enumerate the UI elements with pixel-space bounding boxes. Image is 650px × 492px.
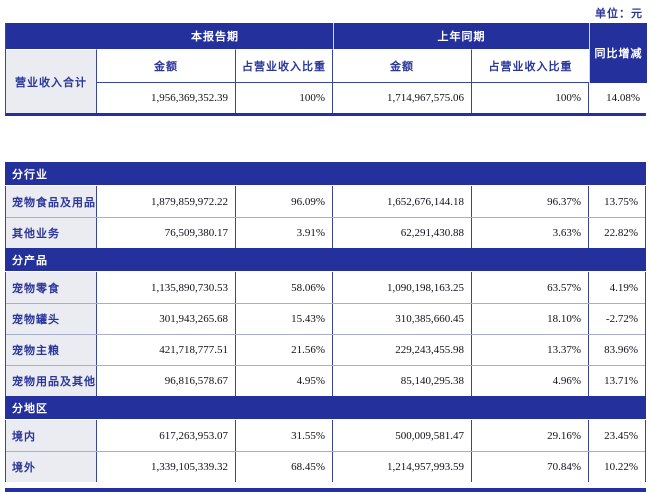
row-label: 宠物主粮: [6, 335, 97, 365]
yoy-cell: 23.45%: [589, 420, 645, 451]
header-yoy-change: 同比增减: [589, 23, 647, 83]
total-prior-share: 100%: [472, 83, 589, 113]
prior-amount-cell: 310,385,660.45: [333, 304, 472, 334]
current-amount-cell: 301,943,265.68: [97, 304, 236, 334]
prior-amount-cell: 229,243,455.98: [333, 335, 472, 365]
total-prior-amount: 1,714,967,575.06: [333, 83, 472, 113]
total-current-amount: 1,956,369,352.39: [97, 83, 236, 113]
yoy-cell: 4.19%: [589, 272, 645, 303]
current-share-cell: 68.45%: [236, 452, 333, 482]
current-amount-cell: 1,339,105,339.32: [97, 452, 236, 482]
row-label: 宠物罐头: [6, 304, 97, 334]
yoy-cell: 83.96%: [589, 335, 645, 365]
prior-amount-cell: 1,652,676,144.18: [333, 186, 472, 217]
current-share-cell: 31.55%: [236, 420, 333, 451]
header-current-period: 本报告期: [97, 23, 333, 49]
current-share-cell: 58.06%: [236, 272, 333, 303]
current-share-cell: 3.91%: [236, 218, 333, 248]
total-current-share: 100%: [236, 83, 333, 113]
section-header-region: 分地区: [5, 396, 646, 420]
prior-share-cell: 63.57%: [472, 272, 589, 303]
current-share-cell: 96.09%: [236, 186, 333, 217]
yoy-cell: 22.82%: [589, 218, 645, 248]
current-share-cell: 4.95%: [236, 366, 333, 396]
section-header-industry: 分行业: [5, 162, 646, 186]
yoy-cell: 10.22%: [589, 452, 645, 482]
current-share-cell: 21.56%: [236, 335, 333, 365]
row-label: 宠物食品及用品: [6, 186, 97, 217]
total-revenue-label: 营业收入合计: [6, 49, 97, 113]
subheader-amount-prior: 金额: [333, 49, 472, 83]
revenue-breakdown-table: 分行业 宠物食品及用品 1,879,859,972.22 96.09% 1,65…: [5, 162, 646, 482]
table-row: 宠物食品及用品 1,879,859,972.22 96.09% 1,652,67…: [6, 186, 645, 217]
revenue-summary-table: 本报告期 上年同期 同比增减 营业收入合计 金额 占营业收入比重 金额 占营业收…: [5, 23, 647, 116]
row-label: 境外: [6, 452, 97, 482]
prior-amount-cell: 62,291,430.88: [333, 218, 472, 248]
prior-share-cell: 3.63%: [472, 218, 589, 248]
subheader-share-prior: 占营业收入比重: [472, 49, 589, 83]
table-row: 其他业务 76,509,380.17 3.91% 62,291,430.88 3…: [6, 217, 645, 248]
unit-label: 单位：元: [595, 8, 643, 20]
prior-share-cell: 96.37%: [472, 186, 589, 217]
yoy-cell: 13.71%: [589, 366, 645, 396]
current-amount-cell: 1,879,859,972.22: [97, 186, 236, 217]
current-amount-cell: 96,816,578.67: [97, 366, 236, 396]
row-label: 境内: [6, 420, 97, 451]
row-label: 其他业务: [6, 218, 97, 248]
prior-share-cell: 13.37%: [472, 335, 589, 365]
header-spacer-cell: [6, 23, 97, 49]
header-prior-period: 上年同期: [333, 23, 589, 49]
table-row: 宠物罐头 301,943,265.68 15.43% 310,385,660.4…: [6, 303, 645, 334]
table-row: 宠物主粮 421,718,777.51 21.56% 229,243,455.9…: [6, 334, 645, 365]
total-yoy-value: 14.08%: [589, 83, 647, 113]
row-label: 宠物用品及其他: [6, 366, 97, 396]
subheader-amount-current: 金额: [97, 49, 236, 83]
next-section-bar-cutoff: [5, 488, 646, 492]
table-row: 境内 617,263,953.07 31.55% 500,009,581.47 …: [6, 420, 645, 451]
prior-amount-cell: 85,140,295.38: [333, 366, 472, 396]
section-header-product: 分产品: [5, 248, 646, 272]
current-amount-cell: 617,263,953.07: [97, 420, 236, 451]
prior-share-cell: 70.84%: [472, 452, 589, 482]
table-row: 境外 1,339,105,339.32 68.45% 1,214,957,993…: [6, 451, 645, 482]
subheader-share-current: 占营业收入比重: [236, 49, 333, 83]
prior-amount-cell: 1,214,957,993.59: [333, 452, 472, 482]
current-amount-cell: 1,135,890,730.53: [97, 272, 236, 303]
yoy-cell: -2.72%: [589, 304, 645, 334]
prior-share-cell: 4.96%: [472, 366, 589, 396]
prior-share-cell: 18.10%: [472, 304, 589, 334]
row-label: 宠物零食: [6, 272, 97, 303]
table-row: 宠物用品及其他 96,816,578.67 4.95% 85,140,295.3…: [6, 365, 645, 396]
current-share-cell: 15.43%: [236, 304, 333, 334]
prior-share-cell: 29.16%: [472, 420, 589, 451]
table-row: 宠物零食 1,135,890,730.53 58.06% 1,090,198,1…: [6, 272, 645, 303]
prior-amount-cell: 1,090,198,163.25: [333, 272, 472, 303]
current-amount-cell: 421,718,777.51: [97, 335, 236, 365]
prior-amount-cell: 500,009,581.47: [333, 420, 472, 451]
current-amount-cell: 76,509,380.17: [97, 218, 236, 248]
yoy-cell: 13.75%: [589, 186, 645, 217]
